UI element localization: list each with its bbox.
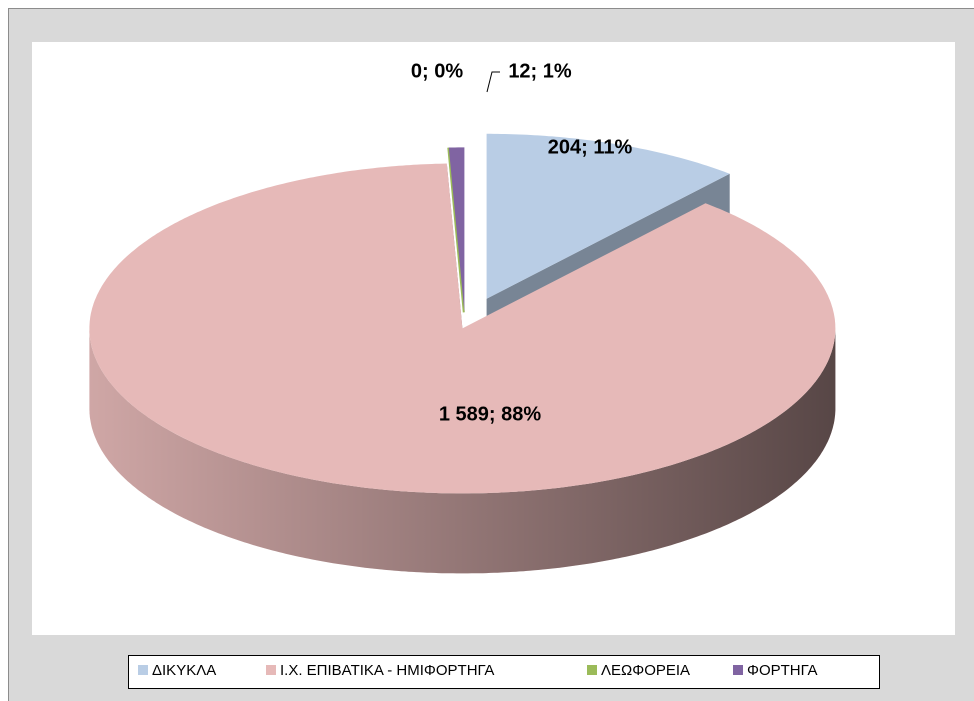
data-label: 12; 1% xyxy=(508,60,572,82)
legend-label: ΛΕΩΦΟΡΕΙΑ xyxy=(601,662,690,679)
leader-line xyxy=(486,71,500,93)
legend-label: ΦΟΡΤΗΓΑ xyxy=(747,662,818,679)
slice-wall-shade xyxy=(89,328,836,574)
legend-label: Ι.Χ. ΕΠΙΒΑΤΙΚΑ - ΗΜΙΦΟΡΤΗΓΑ xyxy=(280,662,494,679)
slice xyxy=(89,163,836,494)
legend-swatch xyxy=(587,665,597,675)
pie xyxy=(89,133,836,574)
legend-swatch xyxy=(138,665,148,675)
slice xyxy=(448,147,465,313)
legend-swatch xyxy=(733,665,743,675)
data-label: 204; 11% xyxy=(548,136,633,158)
slice xyxy=(447,147,465,313)
data-label: 1 589; 88% xyxy=(439,403,542,425)
legend-swatch xyxy=(266,665,276,675)
legend xyxy=(128,655,880,689)
slice xyxy=(486,133,730,299)
data-label: 0; 0% xyxy=(411,60,463,82)
legend-label: ΔΙΚΥΚΛΑ xyxy=(152,662,216,679)
